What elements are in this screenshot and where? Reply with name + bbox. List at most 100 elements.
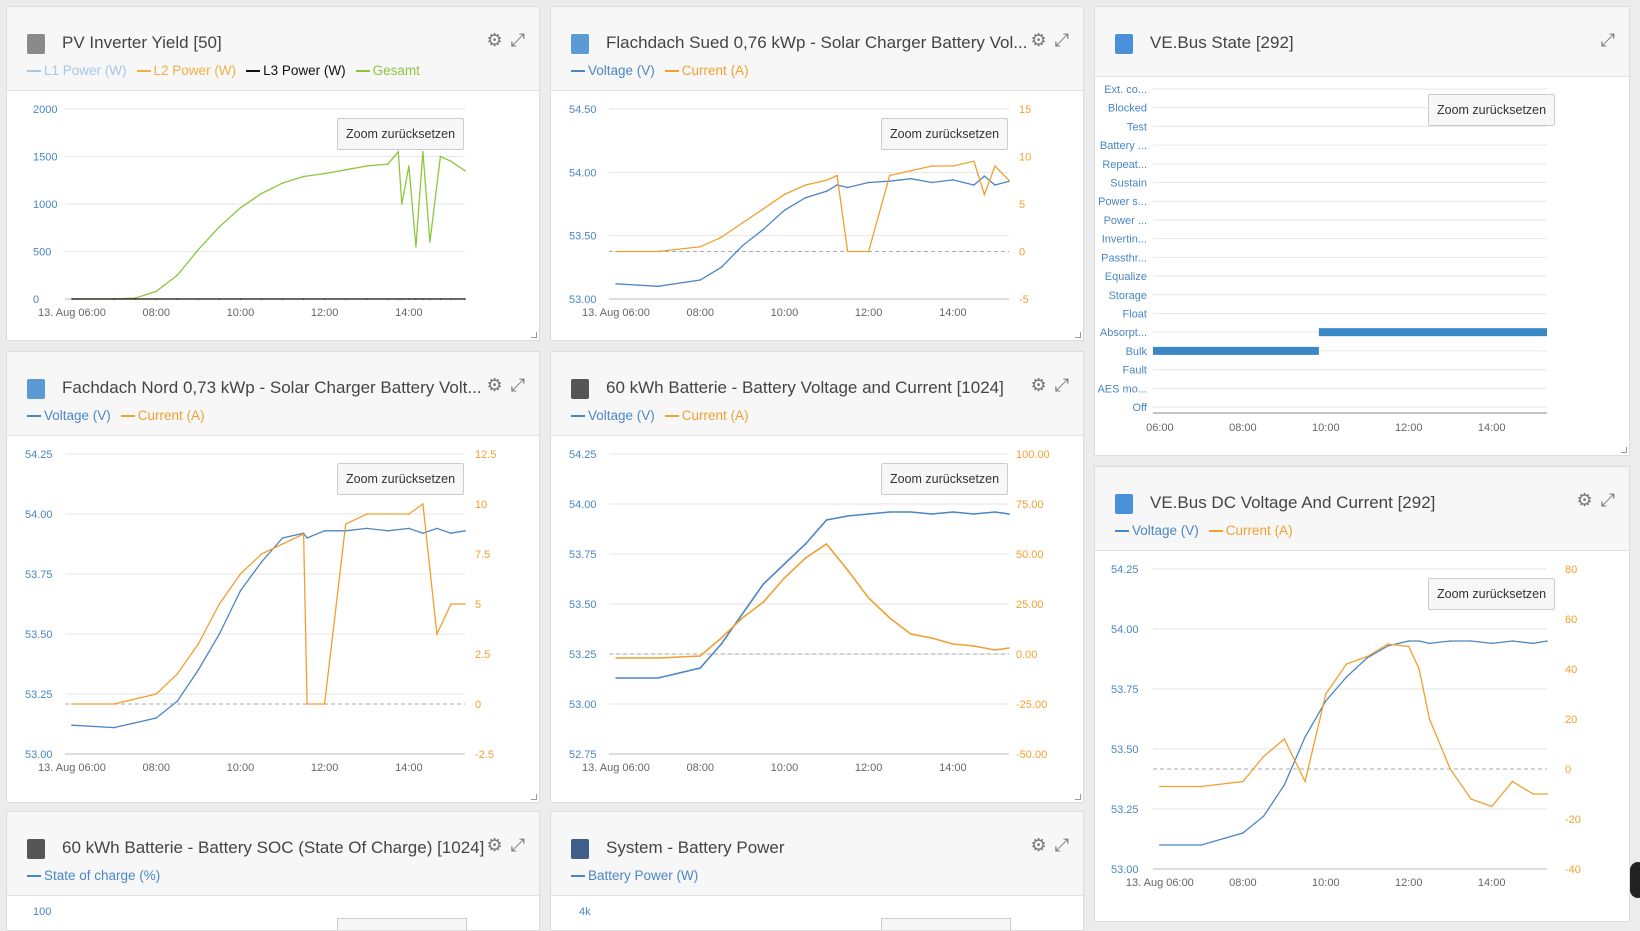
gear-icon[interactable]: ⚙ [1030,835,1047,855]
x-tick-label: 08:00 [142,307,170,319]
y-tick-label: 53.50 [25,629,53,641]
x-tick-label: 12:00 [855,762,883,774]
expand-icon[interactable]: ⤢ [1054,835,1069,855]
data-point [176,298,179,300]
expand-icon[interactable]: ⤢ [510,835,525,855]
data-point [804,543,807,545]
legend-item[interactable]: L1 Power (W) [27,63,127,78]
y2-tick-label: 0 [1019,247,1025,259]
data-point [720,266,723,269]
gear-icon[interactable]: ⚙ [486,835,503,855]
data-point [1304,780,1306,783]
zoom-reset-button-partial[interactable] [337,918,467,930]
data-point [931,513,933,515]
gear-icon[interactable]: ⚙ [486,30,503,50]
zoom-reset-button-partial[interactable] [881,918,1011,930]
category-label: Power s... [1098,196,1147,208]
expand-icon[interactable]: ⤢ [1054,375,1069,395]
data-point [699,655,702,657]
chart-vestate[interactable]: Ext. co... Blocked Test Battery ... Repeat..… [1095,77,1630,456]
data-point [1387,645,1389,647]
data-point [281,537,284,539]
chart-pv[interactable]: 2000 1500 1000 500 013. Aug 06:00 08:00 10:00 1… [7,91,540,341]
solar-charger-icon [571,34,589,54]
resize-handle[interactable] [531,794,537,800]
y-tick-label: 54.00 [569,167,597,179]
chart-vedc[interactable]: 54.25 54.00 53.75 53.50 53.25 53.00 80 60 40 20 0 -… [1095,551,1630,922]
expand-icon[interactable]: ⤢ [1600,490,1615,510]
legend-item[interactable]: Voltage (V) [1115,523,1199,538]
y2-tick-label: 5 [475,599,481,611]
panel-fachdach-nord: Fachdach Nord 0,73 kWp - Solar Charger B… [6,351,540,803]
data-point [464,169,466,172]
resize-handle[interactable] [531,332,537,338]
data-point [1407,645,1410,648]
legend-item[interactable]: Battery Power (W) [571,868,698,883]
zoom-reset-button[interactable]: Zoom zurücksetzen [1428,94,1556,126]
data-point [615,657,617,659]
y2-tick-label: 50.00 [1016,549,1044,561]
data-point [323,703,326,705]
data-point [615,677,617,679]
data-point [1200,844,1203,846]
legend-item[interactable]: L2 Power (W) [136,63,236,78]
data-point [1008,179,1010,182]
legend-item[interactable]: Voltage (V) [27,408,111,423]
legend-item[interactable]: Current (A) [1208,523,1293,538]
chart-batt[interactable]: 54.25 54.00 53.75 53.50 53.25 53.00 52.75 100.0… [551,436,1084,802]
legend-item[interactable]: L3 Power (W) [246,63,346,78]
gear-icon[interactable]: ⚙ [1030,375,1047,395]
x-tick-label: 13. Aug 06:00 [1126,877,1194,889]
resize-handle[interactable] [1621,447,1627,453]
scroll-indicator[interactable] [1630,862,1640,898]
resize-handle[interactable] [1075,794,1081,800]
data-point [615,250,617,253]
panel-header: Flachdach Sued 0,76 kWp - Solar Charger … [551,7,1083,91]
data-point [344,298,347,300]
category-label: Absorpt... [1100,327,1147,339]
legend-item[interactable]: Gesamt [355,63,420,78]
legend-item[interactable]: Current (A) [664,408,749,423]
x-tick-label: 08:00 [142,762,170,774]
data-point [931,637,933,639]
resize-handle[interactable] [1075,332,1081,338]
y-tick-label: 53.75 [1111,684,1139,696]
zoom-reset-button[interactable]: Zoom zurücksetzen [1428,578,1556,610]
legend-item[interactable]: State of charge (%) [27,868,160,883]
chart-nord[interactable]: 54.25 54.00 53.75 53.50 53.25 53.00 12.5 10 7.5 5… [7,436,540,802]
legend-item[interactable]: Current (A) [120,408,205,423]
gear-icon[interactable]: ⚙ [1576,490,1593,510]
expand-icon[interactable]: ⤢ [510,30,525,50]
data-point [867,250,870,253]
data-point [1366,655,1369,658]
zoom-reset-button[interactable]: Zoom zurücksetzen [337,463,465,495]
category-label: Test [1127,121,1147,133]
legend-item[interactable]: Voltage (V) [571,408,655,423]
x-tick-label: 12:00 [1395,422,1423,434]
expand-icon[interactable]: ⤢ [510,375,525,395]
data-point [783,577,786,579]
gear-icon[interactable]: ⚙ [1030,30,1047,50]
data-point [1242,780,1244,783]
data-point [657,677,659,679]
series-line-0 [1159,640,1548,846]
y-tick-label: 54.00 [25,509,53,521]
x-tick-label: 12:00 [1395,877,1423,889]
data-point [994,649,996,651]
y-tick-label: 53.00 [569,699,597,711]
expand-icon[interactable]: ⤢ [1054,30,1069,50]
x-tick-label: 12:00 [311,762,339,774]
zoom-reset-button[interactable]: Zoom zurücksetzen [881,463,1009,495]
data-point [836,184,838,186]
zoom-reset-button[interactable]: Zoom zurücksetzen [881,118,1009,150]
data-point [657,250,659,253]
legend-item[interactable]: Voltage (V) [571,63,655,78]
zoom-reset-button[interactable]: Zoom zurücksetzen [337,118,465,150]
legend-item[interactable]: Current (A) [664,63,749,78]
gear-icon[interactable]: ⚙ [486,375,503,395]
category-label: Invertin... [1102,234,1147,246]
chart-sued[interactable]: 54.50 54.00 53.50 53.00 15 10 5 0 -5 13. Aug 06:0… [551,91,1084,341]
expand-icon[interactable]: ⤢ [1600,30,1615,50]
battery-icon [571,379,589,399]
x-tick-label: 10:00 [771,307,799,319]
